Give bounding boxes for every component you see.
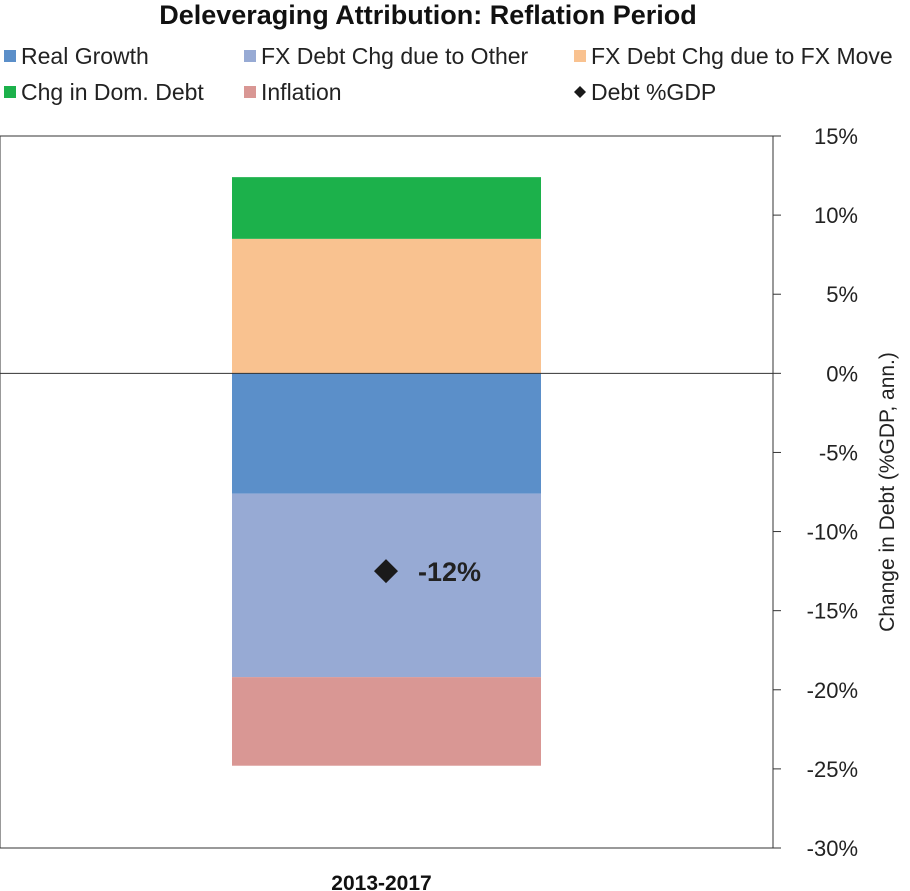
- marker-data-label: -12%: [418, 557, 481, 587]
- x-category-label: 2013-2017: [331, 872, 431, 891]
- y-tick-label: -10%: [807, 520, 858, 545]
- y-tick-label: -15%: [807, 599, 858, 624]
- bar-fx-debt-chg-due-to-fx-move: [232, 238, 541, 374]
- legend-label: Chg in Dom. Debt: [21, 79, 204, 105]
- y-axis-label: Change in Debt (%GDP, ann.): [876, 352, 899, 632]
- x-axis: 2013-2017: [331, 872, 431, 891]
- bar-chg-in-dom-debt: [232, 177, 541, 239]
- legend-swatch: [4, 86, 16, 98]
- legend-label: FX Debt Chg due to FX Move: [591, 43, 893, 69]
- y-tick-label: 10%: [814, 203, 858, 228]
- bar-group: [232, 177, 541, 766]
- legend-swatch: [244, 50, 256, 62]
- bar-inflation: [232, 677, 541, 766]
- legend-label: Inflation: [261, 79, 342, 105]
- y-tick-label: -5%: [819, 440, 858, 465]
- legend-swatch: [574, 50, 586, 62]
- legend-label: FX Debt Chg due to Other: [261, 43, 529, 69]
- chart-title: Deleveraging Attribution: Reflation Peri…: [159, 0, 697, 30]
- bar-fx-debt-chg-due-to-other: [232, 493, 541, 678]
- marker-group: -12%: [374, 557, 481, 587]
- legend-swatch: [244, 86, 256, 98]
- legend-label: Debt %GDP: [591, 79, 716, 105]
- marker-debt-gdp: [374, 559, 398, 584]
- y-axis: 15% 10% 5% 0% -5% -10% -15% -20% -25% -30%: [773, 124, 858, 861]
- y-tick-label: 15%: [814, 124, 858, 149]
- legend-swatch: [574, 86, 586, 98]
- plot-frame: [0, 135, 774, 849]
- y-tick-label: -20%: [807, 678, 858, 703]
- legend-swatch: [4, 50, 16, 62]
- y-tick-label: 5%: [826, 282, 858, 307]
- y-tick-label: 0%: [826, 361, 858, 386]
- y-tick-label: -25%: [807, 757, 858, 782]
- bar-real-growth: [232, 373, 541, 494]
- legend-label: Real Growth: [21, 43, 149, 69]
- legend: Real Growth FX Debt Chg due to Other FX De…: [4, 43, 893, 105]
- y-tick-label: -30%: [807, 836, 858, 861]
